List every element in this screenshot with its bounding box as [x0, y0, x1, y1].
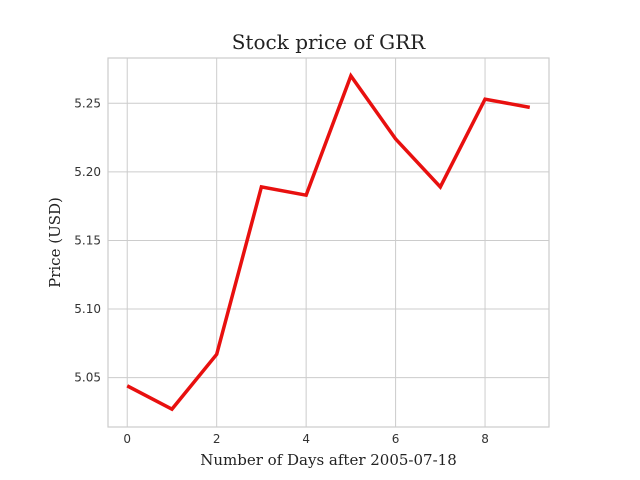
series-line — [126, 72, 531, 412]
grid — [108, 58, 549, 427]
chart-title: Stock price of GRR — [232, 30, 426, 54]
x-tick-label: 2 — [213, 432, 221, 446]
y-tick-label: 5.20 — [74, 165, 101, 179]
x-tick-label: 0 — [123, 432, 131, 446]
y-tick-label: 5.10 — [74, 302, 101, 316]
y-tick-label: 5.05 — [74, 371, 101, 385]
x-tick-label: 6 — [392, 432, 400, 446]
series-layer — [126, 72, 531, 412]
x-tick-label: 8 — [481, 432, 489, 446]
y-tick-label: 5.15 — [74, 233, 101, 247]
x-axis-label: Number of Days after 2005-07-18 — [200, 451, 457, 469]
x-tick-labels: 0 2 4 6 8 — [123, 432, 488, 446]
y-tick-label: 5.25 — [74, 96, 101, 110]
y-tick-labels: 5.05 5.10 5.15 5.20 5.25 — [74, 96, 101, 384]
plot-frame — [107, 57, 550, 428]
x-tick-label: 4 — [302, 432, 310, 446]
y-axis-label: Price (USD) — [46, 197, 64, 288]
